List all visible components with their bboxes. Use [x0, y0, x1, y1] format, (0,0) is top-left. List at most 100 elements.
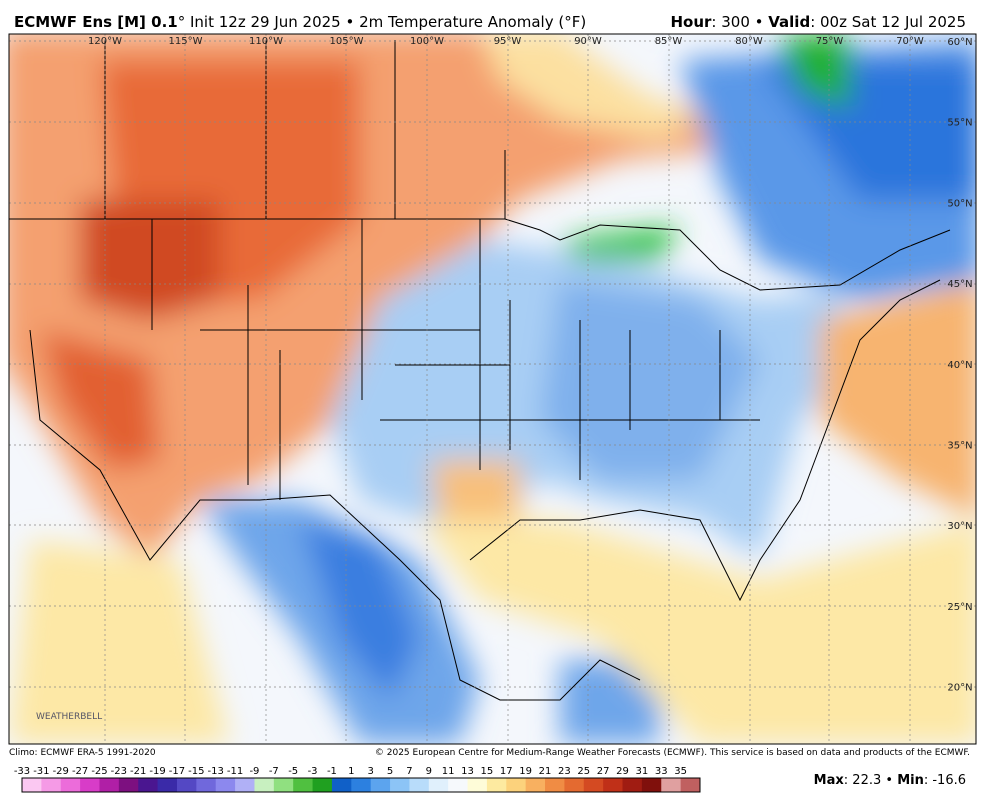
graticule	[9, 34, 976, 744]
colorbar-swatch	[176, 778, 197, 792]
colorbar-swatch	[60, 778, 81, 792]
lon-label: 90°W	[574, 36, 602, 47]
colorbar-label: -31	[33, 766, 49, 777]
colorbar-swatch	[506, 778, 527, 792]
colorbar-label: 1	[348, 766, 354, 777]
colorbar-swatch	[622, 778, 643, 792]
valid-value: : 00z Sat 12 Jul 2025	[810, 13, 966, 31]
colorbar-swatch	[603, 778, 624, 792]
colorbar-label: 3	[367, 766, 373, 777]
run-info: ° Init 12z 29 Jun 2025 • 2m Temperature …	[178, 13, 586, 31]
colorbar-label: 31	[636, 766, 649, 777]
hour-label: Hour	[670, 13, 712, 31]
colorbar-swatch	[680, 778, 701, 792]
colorbar-swatch	[41, 778, 62, 792]
colorbar-swatch	[80, 778, 100, 792]
colorbar-label: -7	[269, 766, 279, 777]
colorbar-frame	[21, 777, 701, 793]
colorbar-label: -19	[149, 766, 165, 777]
colorbar-label: 13	[461, 766, 474, 777]
lat-label: 55°N	[947, 118, 972, 129]
colorbar-swatch	[583, 778, 604, 792]
colorbar-swatch	[118, 778, 139, 792]
hour-value: : 300 •	[711, 13, 768, 31]
lat-label: 30°N	[947, 521, 972, 532]
colorbar-swatch	[545, 778, 565, 792]
colorbar-swatch	[254, 778, 275, 792]
colorbar-swatch	[273, 778, 294, 792]
lon-label: 105°W	[330, 36, 364, 47]
colorbar-swatch	[409, 778, 430, 792]
colorbar-label: 17	[500, 766, 513, 777]
colorbar-swatch	[157, 778, 178, 792]
stats: Max: 22.3 • Min: -16.6	[814, 773, 966, 788]
colorbar-label: 5	[387, 766, 393, 777]
lat-label: 20°N	[947, 683, 972, 694]
min-value: -16.6	[932, 773, 966, 788]
colorbar-label: 15	[481, 766, 494, 777]
climo-note: Climo: ECMWF ERA-5 1991-2020	[9, 748, 156, 758]
colorbar-swatch	[331, 778, 352, 792]
min-label: Min	[897, 773, 924, 788]
colorbar-swatch	[235, 778, 255, 792]
colorbar-label: -9	[249, 766, 259, 777]
colorbar-label: 25	[577, 766, 590, 777]
lat-label: 50°N	[947, 198, 972, 209]
lat-label: 25°N	[947, 602, 972, 613]
colorbar-swatch	[525, 778, 546, 792]
colorbar-label: -1	[327, 766, 337, 777]
colorbar-label: -5	[288, 766, 298, 777]
lon-label: 95°W	[494, 36, 522, 47]
colorbar-label: -15	[188, 766, 204, 777]
colorbar-label: 9	[426, 766, 432, 777]
valid-time: Hour: 300 • Valid: 00z Sat 12 Jul 2025	[670, 13, 966, 31]
max-value: 22.3	[852, 773, 881, 788]
colorbar-swatch	[196, 778, 217, 792]
colorbar-label: -21	[130, 766, 146, 777]
valid-label: Valid	[768, 13, 810, 31]
colorbar-label: -23	[111, 766, 127, 777]
colorbar-label: 11	[442, 766, 455, 777]
colorbar-label: -27	[72, 766, 88, 777]
lon-label: 85°W	[655, 36, 683, 47]
colorbar-label: -17	[169, 766, 185, 777]
colorbar-label: 27	[597, 766, 610, 777]
colorbar-swatch	[390, 778, 410, 792]
colorbar-label: -11	[227, 766, 243, 777]
colorbar-swatch	[138, 778, 159, 792]
lon-label: 80°W	[735, 36, 763, 47]
colorbar-swatch	[22, 778, 42, 792]
lon-label: 75°W	[816, 36, 844, 47]
map-frame	[8, 33, 977, 745]
colorbar-label: -3	[308, 766, 318, 777]
lon-label: 70°W	[896, 36, 924, 47]
map-field: WEATHERBELL	[9, 34, 976, 744]
lat-label: 45°N	[947, 279, 972, 290]
lat-label: 35°N	[947, 441, 972, 452]
colorbar-swatch	[215, 778, 236, 792]
colorbar-label: -33	[14, 766, 30, 777]
lon-label: 100°W	[410, 36, 444, 47]
model-name: ECMWF Ens [M] 0.1	[14, 13, 178, 31]
colorbar-swatch	[312, 778, 333, 792]
title: ECMWF Ens [M] 0.1° Init 12z 29 Jun 2025 …	[14, 13, 586, 31]
lon-label: 115°W	[169, 36, 203, 47]
colorbar-label: 23	[558, 766, 571, 777]
max-label: Max	[814, 773, 845, 788]
colorbar-label: -25	[91, 766, 107, 777]
colorbar-swatch	[99, 778, 120, 792]
colorbar-label: -13	[208, 766, 224, 777]
lon-label: 120°W	[88, 36, 122, 47]
logo: WEATHERBELL	[36, 712, 102, 722]
colorbar-swatch	[467, 778, 488, 792]
colorbar-swatch	[641, 778, 662, 792]
lon-label: 110°W	[249, 36, 283, 47]
colorbar-swatch	[564, 778, 585, 792]
colorbar-swatch	[351, 778, 372, 792]
colorbar-label: 19	[519, 766, 532, 777]
colorbar-label: 35	[674, 766, 687, 777]
colorbar-swatch	[486, 778, 507, 792]
colorbar-swatch	[370, 778, 391, 792]
colorbar-label: 7	[406, 766, 412, 777]
